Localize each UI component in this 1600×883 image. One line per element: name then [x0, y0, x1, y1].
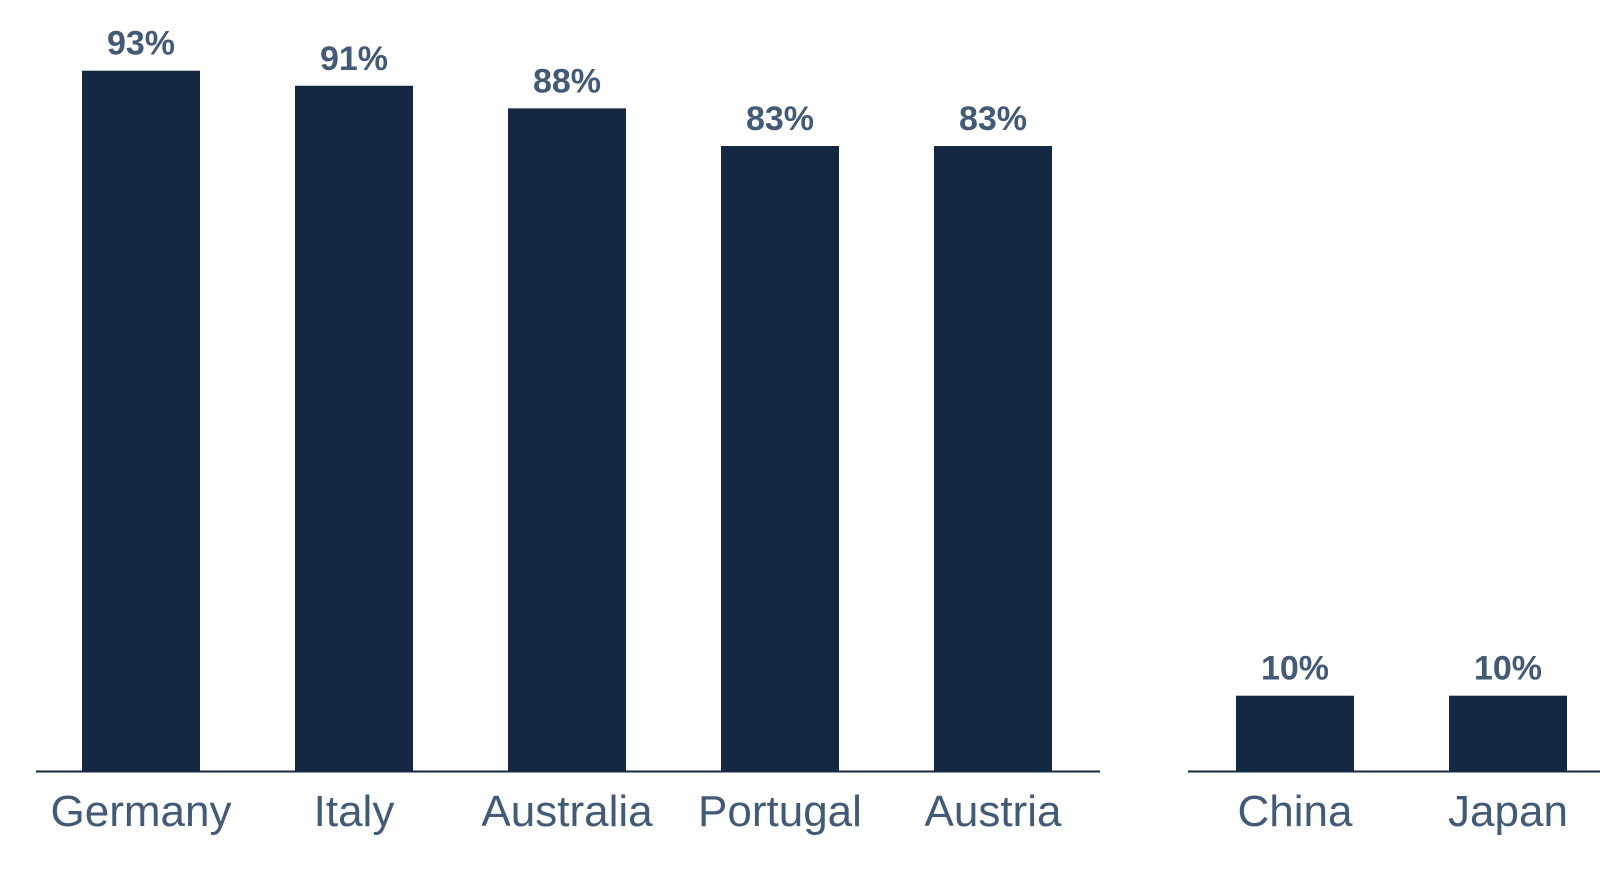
- value-label: 83%: [746, 100, 814, 138]
- category-label: Germany: [51, 787, 232, 836]
- value-label: 83%: [959, 100, 1027, 138]
- value-label: 91%: [320, 40, 388, 78]
- category-label: Italy: [314, 787, 395, 836]
- bar-italy: [295, 85, 413, 771]
- bar-australia: [508, 108, 626, 772]
- value-label: 10%: [1474, 650, 1542, 688]
- category-label: China: [1238, 787, 1353, 836]
- category-label: Portugal: [698, 787, 862, 836]
- bar-germany: [82, 70, 200, 771]
- category-label: Austria: [925, 787, 1062, 836]
- bar-china: [1236, 695, 1354, 771]
- value-label: 10%: [1261, 650, 1329, 688]
- category-label: Australia: [481, 787, 653, 836]
- bar-japan: [1449, 695, 1567, 771]
- bar-group-2: 10% China 10% Japan: [1188, 650, 1600, 836]
- bar-portugal: [721, 146, 839, 771]
- bar-group-1: 93% Germany 91% Italy 88% Australia 83% Portuga…: [36, 25, 1100, 836]
- bar-austria: [934, 146, 1052, 771]
- category-label: Japan: [1448, 787, 1568, 836]
- value-label: 93%: [107, 25, 175, 63]
- value-label: 88%: [533, 62, 601, 100]
